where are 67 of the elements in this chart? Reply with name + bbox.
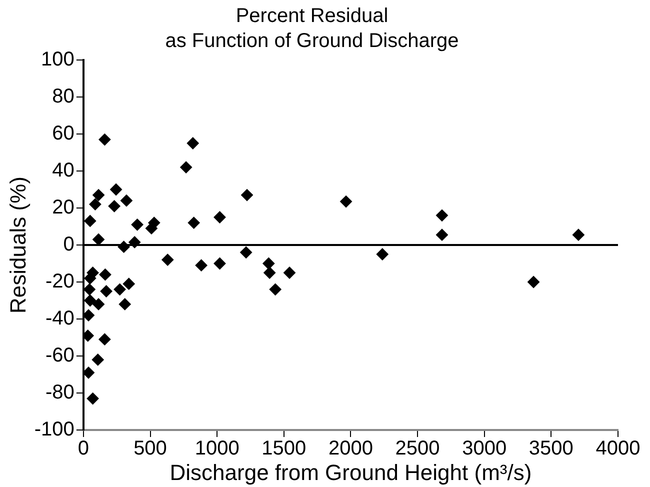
point xyxy=(186,137,199,150)
y-tick-label: -60 xyxy=(46,344,74,367)
x-tick-label: 500 xyxy=(134,438,167,460)
x-axis-title: Discharge from Ground Height (m³/s) xyxy=(170,460,532,486)
y-tick-label: 40 xyxy=(52,160,74,182)
point xyxy=(180,161,192,174)
y-tick-label: 100 xyxy=(41,48,74,71)
point xyxy=(162,254,174,266)
point xyxy=(284,266,296,279)
y-tick-label: -20 xyxy=(46,270,74,293)
point xyxy=(264,266,276,279)
point xyxy=(572,228,584,241)
chart-title: Percent Residual as Function of Ground Discharge xyxy=(165,5,459,52)
point xyxy=(128,236,141,248)
point xyxy=(122,278,135,290)
x-tick-label: 0 xyxy=(78,438,89,460)
point xyxy=(92,298,105,310)
point xyxy=(118,240,130,253)
point xyxy=(214,211,226,224)
point xyxy=(92,233,105,246)
x-tick-label: 2500 xyxy=(395,438,440,460)
point xyxy=(83,330,94,342)
point xyxy=(214,258,226,270)
x-tick-label: 3000 xyxy=(462,438,507,460)
y-tick-label: 60 xyxy=(52,122,74,145)
point xyxy=(108,200,120,212)
point xyxy=(86,392,99,405)
x-tick-label: 1500 xyxy=(262,438,306,460)
point xyxy=(262,258,275,270)
point xyxy=(92,354,104,366)
point xyxy=(118,298,131,310)
point xyxy=(98,333,111,346)
point xyxy=(114,283,126,296)
point xyxy=(376,248,388,260)
point xyxy=(528,276,540,288)
x-tick-label: 2000 xyxy=(328,438,373,460)
point xyxy=(83,366,95,379)
y-tick-label: -100 xyxy=(34,418,74,441)
point xyxy=(98,134,111,146)
point xyxy=(110,184,122,196)
point xyxy=(83,283,96,296)
point xyxy=(241,189,254,202)
point xyxy=(89,198,102,210)
y-tick-label: 20 xyxy=(52,196,74,219)
point xyxy=(92,189,105,202)
y-axis-title: Residuals (%) xyxy=(5,176,30,314)
point xyxy=(269,283,282,296)
point xyxy=(99,268,112,281)
point xyxy=(195,259,208,272)
point xyxy=(436,209,448,222)
point xyxy=(100,285,112,298)
y-tick-label: 80 xyxy=(52,86,74,108)
point xyxy=(240,246,252,258)
x-tick-label: 3500 xyxy=(528,438,574,460)
y-tick-label: -40 xyxy=(46,308,74,330)
point xyxy=(84,294,96,306)
x-tick-label: 4000 xyxy=(596,438,640,460)
y-tick-label: 0 xyxy=(63,234,74,256)
x-tick-label: 1000 xyxy=(194,438,240,460)
point xyxy=(120,194,132,207)
point xyxy=(131,218,144,231)
point xyxy=(188,216,200,229)
point xyxy=(340,196,352,208)
y-tick-label: -80 xyxy=(46,382,74,404)
point xyxy=(83,309,95,322)
point xyxy=(84,214,96,227)
point xyxy=(436,228,448,241)
